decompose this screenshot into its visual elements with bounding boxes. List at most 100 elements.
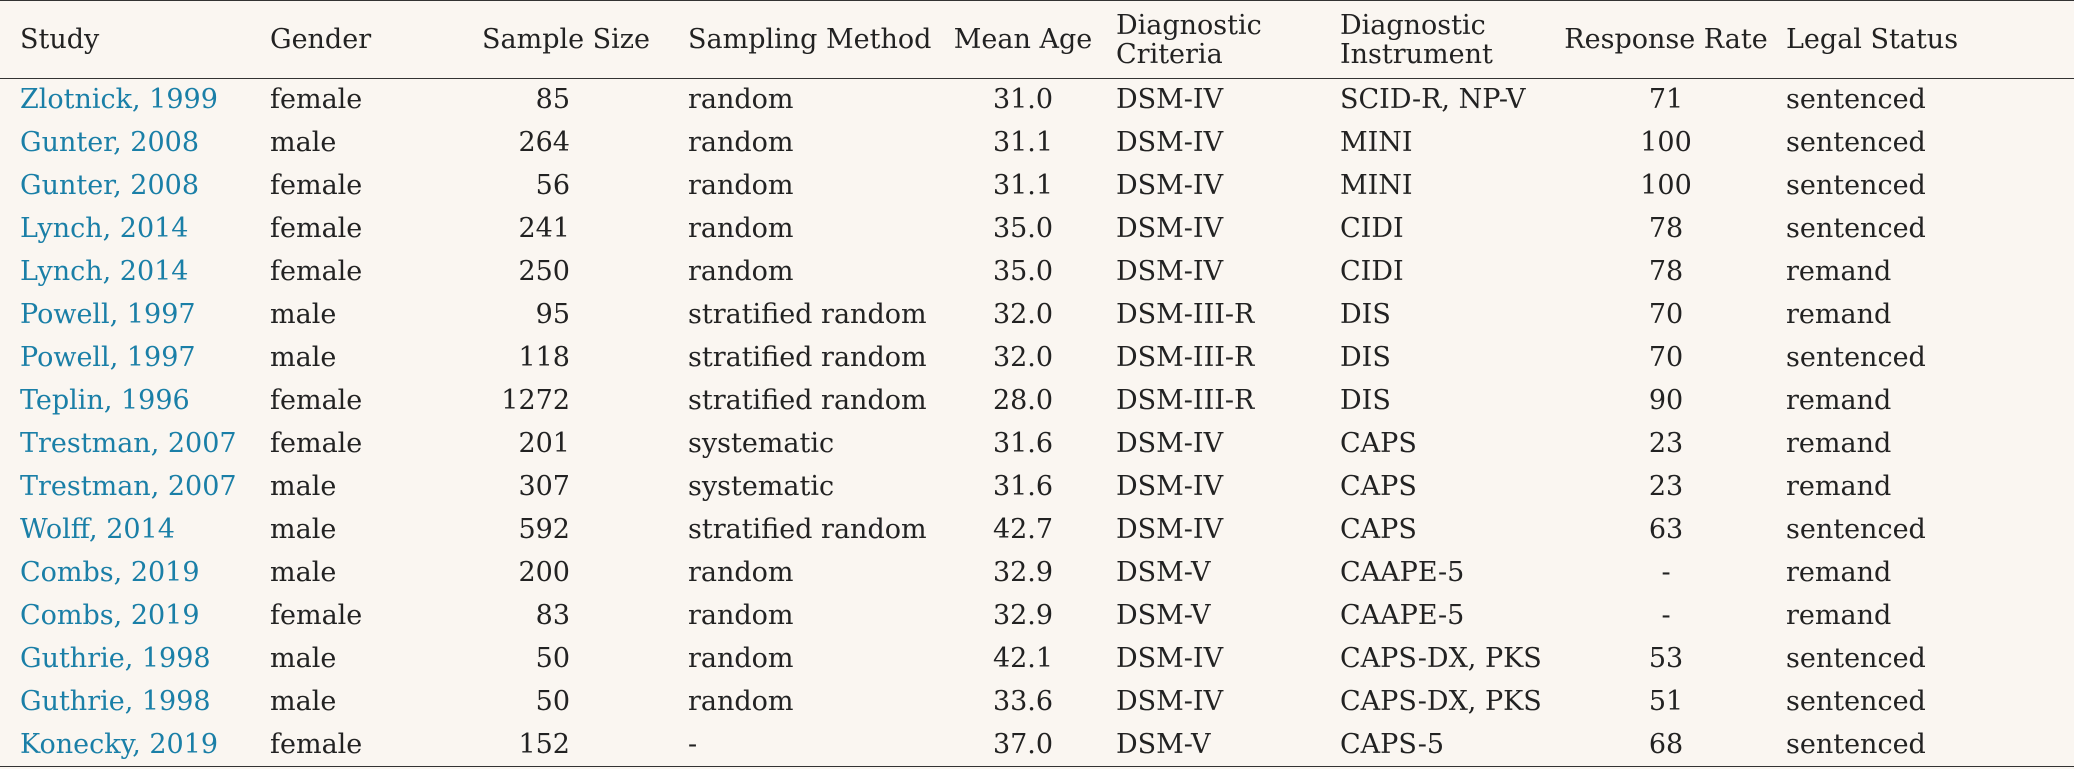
cell-response-rate: 51 bbox=[1648, 686, 1684, 717]
cell-sampling-method: stratified random bbox=[688, 385, 927, 416]
cell-diagnostic-instrument: DIS bbox=[1340, 299, 1391, 330]
cell-response-rate: 78 bbox=[1648, 256, 1684, 287]
cell-diagnostic-criteria: DSM-IV bbox=[1116, 213, 1224, 244]
cell-legal-status: sentenced bbox=[1786, 643, 1926, 674]
cell-sample-size: 118 bbox=[518, 342, 570, 373]
table-row: Teplin, 1996 female 1272 stratified rand… bbox=[0, 380, 2074, 423]
cell-response-rate: 68 bbox=[1556, 723, 1776, 767]
cell-sample-size: 307 bbox=[518, 471, 570, 502]
table-row: Guthrie, 1998 male 50 random 42.1 DSM-IV… bbox=[0, 638, 2074, 681]
cell-response-rate: 53 bbox=[1648, 643, 1684, 674]
cell-diagnostic-criteria: DSM-III-R bbox=[1116, 342, 1255, 373]
study-link[interactable]: Guthrie, 1998 bbox=[20, 643, 211, 674]
cell-diagnostic-criteria: DSM-IV bbox=[1116, 643, 1224, 674]
study-link[interactable]: Trestman, 2007 bbox=[20, 428, 237, 459]
table-header: Study Gender Sample Size Sampling Method… bbox=[0, 0, 2074, 79]
cell-diagnostic-instrument: DIS bbox=[1340, 342, 1391, 373]
cell-legal-status: sentenced bbox=[1786, 342, 1926, 373]
cell-diagnostic-criteria: DSM-IV bbox=[1116, 428, 1224, 459]
cell-diagnostic-criteria: DSM-IV bbox=[1116, 170, 1224, 201]
cell-diagnostic-criteria: DSM-V bbox=[1116, 600, 1211, 631]
cell-gender: male bbox=[270, 514, 337, 545]
cell-response-rate: 63 bbox=[1648, 514, 1684, 545]
cell-gender: male bbox=[270, 643, 337, 674]
cell-response-rate: 70 bbox=[1648, 342, 1684, 373]
study-link[interactable]: Trestman, 2007 bbox=[20, 471, 237, 502]
cell-diagnostic-criteria: DSM-V bbox=[1110, 723, 1334, 767]
cell-response-rate: 90 bbox=[1648, 385, 1684, 416]
table-row: Gunter, 2008 female 56 random 31.1 DSM-I… bbox=[0, 165, 2074, 208]
cell-diagnostic-instrument: DIS bbox=[1340, 385, 1391, 416]
cell-legal-status: sentenced bbox=[1786, 686, 1926, 717]
table-row: Combs, 2019 male 200 random 32.9 DSM-V C… bbox=[0, 552, 2074, 595]
cell-gender: male bbox=[270, 471, 337, 502]
study-link[interactable]: Combs, 2019 bbox=[20, 600, 200, 631]
header-diagnostic-instrument-line1: Diagnostic bbox=[1340, 9, 1486, 41]
header-diagnostic-criteria: Diagnostic Criteria bbox=[1110, 0, 1334, 79]
table-row: Zlotnick, 1999 female 85 random 31.0 DSM… bbox=[0, 79, 2074, 122]
cell-diagnostic-instrument: CAPS-5 bbox=[1334, 723, 1556, 767]
study-link[interactable]: Wolff, 2014 bbox=[20, 514, 175, 545]
cell-diagnostic-instrument: MINI bbox=[1340, 170, 1413, 201]
cell-legal-status: remand bbox=[1786, 299, 1892, 330]
study-link[interactable]: Gunter, 2008 bbox=[20, 127, 199, 158]
header-diagnostic-instrument-line2: Instrument bbox=[1340, 38, 1493, 70]
cell-gender: female bbox=[270, 428, 363, 459]
cell-legal-status: remand bbox=[1786, 471, 1892, 502]
cell-diagnostic-instrument: CAPS bbox=[1340, 514, 1417, 545]
study-link[interactable]: Konecky, 2019 bbox=[20, 728, 219, 760]
cell-sampling-method: random bbox=[688, 256, 794, 287]
cell-gender: male bbox=[270, 342, 337, 373]
cell-sample-size: 85 bbox=[535, 84, 570, 116]
cell-gender: female bbox=[270, 600, 363, 631]
cell-legal-status: remand bbox=[1786, 256, 1892, 287]
cell-legal-status: remand bbox=[1786, 385, 1892, 416]
cell-diagnostic-instrument: CAPS-DX, PKS bbox=[1340, 643, 1542, 674]
cell-response-rate: - bbox=[1661, 600, 1671, 631]
cell-mean-age: 35.0 bbox=[992, 213, 1054, 244]
study-link[interactable]: Powell, 1997 bbox=[20, 299, 196, 330]
cell-gender: female bbox=[270, 84, 363, 116]
cell-mean-age: 31.1 bbox=[992, 127, 1054, 158]
cell-sample-size: 264 bbox=[518, 127, 570, 158]
cell-mean-age: 32.0 bbox=[992, 342, 1054, 373]
study-link[interactable]: Lynch, 2014 bbox=[20, 256, 189, 287]
cell-gender: female bbox=[270, 170, 363, 201]
cell-mean-age: 31.6 bbox=[992, 428, 1054, 459]
cell-sampling-method: random bbox=[688, 600, 794, 631]
study-link[interactable]: Zlotnick, 1999 bbox=[20, 84, 218, 116]
cell-mean-age: 42.7 bbox=[992, 514, 1054, 545]
table-body: Zlotnick, 1999 female 85 random 31.0 DSM… bbox=[0, 79, 2074, 767]
header-row: Study Gender Sample Size Sampling Method… bbox=[0, 0, 2074, 79]
cell-sampling-method: random bbox=[688, 557, 794, 588]
cell-diagnostic-criteria: DSM-III-R bbox=[1116, 385, 1255, 416]
table-row: Gunter, 2008 male 264 random 31.1 DSM-IV… bbox=[0, 122, 2074, 165]
cell-gender: male bbox=[270, 557, 337, 588]
cell-sampling-method: - bbox=[650, 723, 936, 767]
cell-response-rate: - bbox=[1661, 557, 1671, 588]
study-link[interactable]: Combs, 2019 bbox=[20, 557, 200, 588]
study-link[interactable]: Powell, 1997 bbox=[20, 342, 196, 373]
cell-sample-size: 95 bbox=[535, 299, 570, 330]
cell-diagnostic-instrument: CAPS-DX, PKS bbox=[1340, 686, 1542, 717]
cell-gender: female bbox=[270, 385, 363, 416]
cell-diagnostic-instrument: CAAPE-5 bbox=[1340, 557, 1465, 588]
cell-sampling-method: random bbox=[688, 213, 794, 244]
cell-diagnostic-instrument: CAPS bbox=[1340, 428, 1417, 459]
cell-sampling-method: random bbox=[688, 170, 794, 201]
study-link[interactable]: Lynch, 2014 bbox=[20, 213, 189, 244]
study-link[interactable]: Gunter, 2008 bbox=[20, 170, 199, 201]
study-link[interactable]: Guthrie, 1998 bbox=[20, 686, 211, 717]
cell-diagnostic-instrument: CIDI bbox=[1340, 213, 1404, 244]
header-diagnostic-criteria-line2: Criteria bbox=[1116, 38, 1223, 70]
cell-legal-status: sentenced bbox=[1786, 213, 1926, 244]
cell-sample-size: 592 bbox=[518, 514, 570, 545]
header-legal-status: Legal Status bbox=[1776, 0, 2074, 79]
header-response-rate: Response Rate bbox=[1556, 0, 1776, 79]
cell-diagnostic-criteria: DSM-IV bbox=[1116, 514, 1224, 545]
study-link[interactable]: Teplin, 1996 bbox=[20, 385, 190, 416]
cell-diagnostic-criteria: DSM-III-R bbox=[1116, 299, 1255, 330]
cell-gender: female bbox=[270, 213, 363, 244]
